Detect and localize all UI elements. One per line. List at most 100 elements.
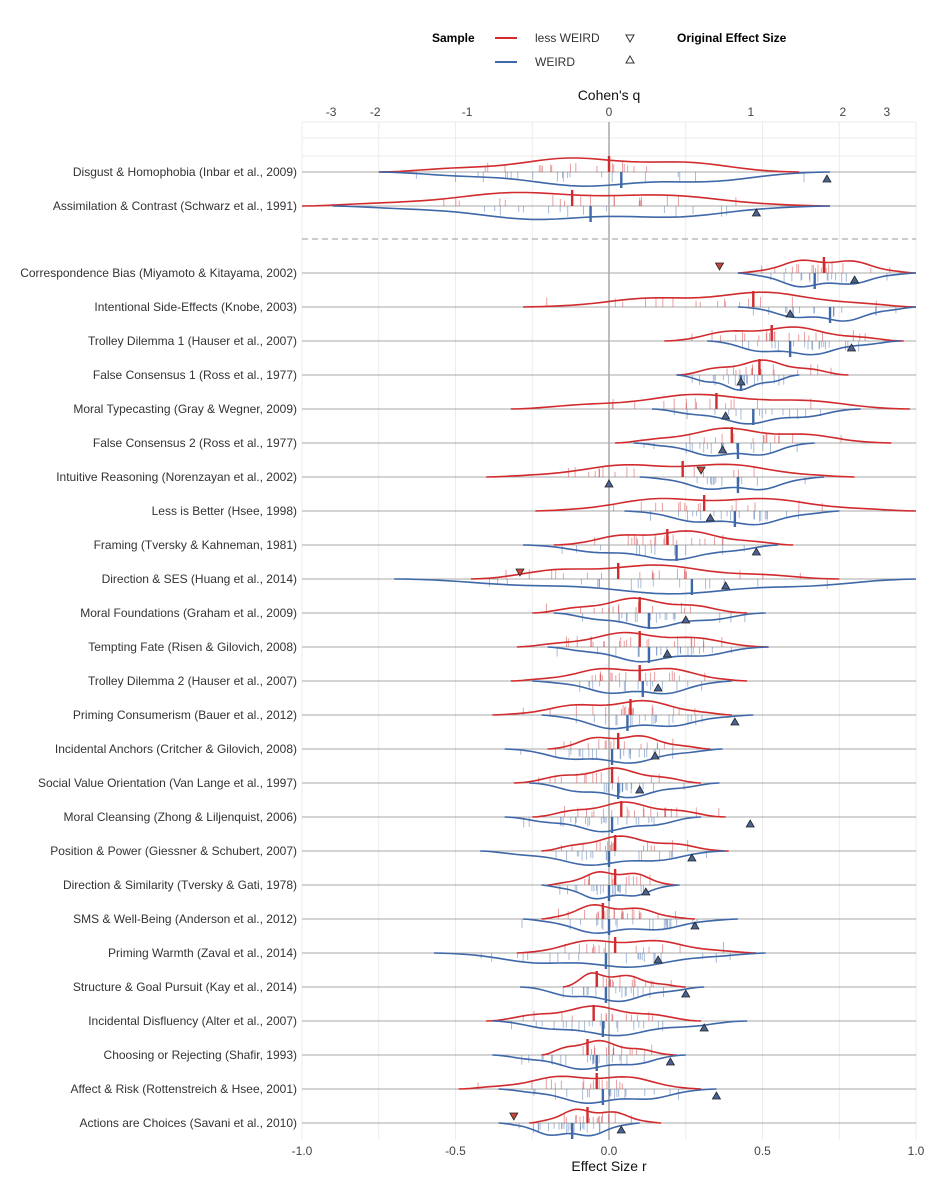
- weird-outline: [332, 205, 831, 221]
- row-label: Actions are Choices (Savani et al., 2010…: [80, 1116, 297, 1130]
- original-effect-up-marker: [699, 1023, 709, 1032]
- violin-row: Priming Warmth (Zaval et al., 2014): [108, 937, 916, 969]
- weird-outline: [541, 714, 754, 730]
- original-effect-up-marker: [849, 275, 860, 284]
- weird-outline: [492, 1054, 686, 1070]
- original-effect-up-marker: [604, 479, 614, 488]
- less-weird-outline: [486, 463, 855, 478]
- row-label: False Consensus 1 (Ross et al., 1977): [93, 368, 297, 382]
- row-label: Framing (Tversky & Kahneman, 1981): [94, 538, 297, 552]
- less-weird-outline: [676, 359, 849, 376]
- original-effect-up-marker: [665, 1057, 676, 1066]
- violin-row: Intuitive Reasoning (Norenzayan et al., …: [56, 461, 916, 493]
- weird-outline: [492, 1020, 748, 1037]
- row-label: Social Value Orientation (Van Lange et a…: [38, 776, 297, 790]
- weird-outline: [737, 306, 917, 322]
- violin-row: Assimilation & Contrast (Schwarz et al.,…: [53, 190, 916, 222]
- original-effect-up-marker: [785, 309, 795, 318]
- violin-row: Incidental Anchors (Critcher & Gilovich,…: [55, 733, 916, 765]
- top-tick-label: 3: [884, 105, 891, 119]
- original-effect-up-marker: [653, 683, 663, 692]
- legend-effect-title: Original Effect Size: [677, 31, 787, 45]
- original-effect-up-marker: [720, 581, 731, 590]
- original-effect-up-marker: [711, 1091, 722, 1100]
- weird-outline: [433, 952, 766, 969]
- violin-row: Intentional Side-Effects (Knobe, 2003): [94, 291, 917, 323]
- original-effect-up-marker: [751, 547, 762, 556]
- violin-row: Correspondence Bias (Miyamoto & Kitayama…: [20, 257, 917, 289]
- row-label: Assimilation & Contrast (Schwarz et al.,…: [53, 199, 297, 213]
- less-weird-outline: [301, 191, 831, 207]
- row-label: Position & Power (Giessner & Schubert, 2…: [50, 844, 297, 858]
- row-label: Less is Better (Hsee, 1998): [152, 504, 297, 518]
- top-tick-label: -3: [326, 105, 337, 119]
- row-label: Incidental Disfluency (Alter et al., 200…: [88, 1014, 297, 1028]
- row-label: Intuitive Reasoning (Norenzayan et al., …: [56, 470, 297, 484]
- original-effect-up-marker: [751, 208, 762, 217]
- original-effect-up-marker: [730, 717, 740, 726]
- weird-outline: [639, 476, 824, 491]
- weird-outline: [504, 816, 702, 833]
- less-weird-outline: [510, 667, 748, 682]
- violin-row: Disgust & Homophobia (Inbar et al., 2009…: [73, 156, 916, 188]
- original-effect-up-marker: [662, 649, 673, 658]
- weird-outline: [498, 1122, 640, 1137]
- weird-outline: [532, 680, 732, 695]
- weird-outline: [633, 442, 815, 457]
- weird-outline: [522, 544, 778, 561]
- weird-outline: [676, 374, 800, 391]
- less-weird-outline: [553, 530, 794, 546]
- weird-outline: [504, 748, 723, 764]
- violin-row: Structure & Goal Pursuit (Kay et al., 20…: [73, 971, 916, 1003]
- less-weird-outline: [541, 835, 729, 852]
- row-label: Direction & SES (Huang et al., 2014): [102, 572, 297, 586]
- row-label: Trolley Dilemma 1 (Hauser et al., 2007): [88, 334, 297, 348]
- less-weird-outline: [541, 1039, 677, 1056]
- original-effect-up-marker: [690, 921, 700, 930]
- row-label: Correspondence Bias (Miyamoto & Kitayama…: [20, 266, 297, 280]
- violin-row: Framing (Tversky & Kahneman, 1981): [94, 529, 916, 561]
- weird-outline: [519, 986, 705, 1003]
- legend-sample-title: Sample: [432, 31, 475, 45]
- less-weird-outline: [547, 870, 677, 886]
- original-effect-up-marker: [635, 785, 645, 794]
- legend-label-less-weird: less WEIRD: [535, 31, 600, 45]
- weird-outline: [541, 884, 680, 900]
- violin-row: Social Value Orientation (Van Lange et a…: [38, 767, 916, 799]
- original-effect-up-marker: [687, 853, 697, 862]
- violin-row: Moral Cleansing (Zhong & Liljenquist, 20…: [64, 801, 916, 833]
- top-tick-label: -1: [462, 105, 473, 119]
- less-weird-outline: [562, 972, 686, 988]
- tick-labels: -1.0 -0.5 0.0 0.5 1.0 -3 -2 -1 0 1 2 3: [292, 105, 925, 1158]
- top-tick-label: 1: [748, 105, 755, 119]
- row-label: Tempting Fate (Risen & Gilovich, 2008): [88, 640, 297, 654]
- original-effect-up-marker: [846, 343, 857, 352]
- original-effect-up-marker: [822, 174, 832, 183]
- row-label: Priming Consumerism (Bauer et al., 2012): [73, 708, 297, 722]
- weird-outline: [394, 578, 917, 595]
- original-effect-up-marker: [641, 887, 651, 896]
- less-weird-outline: [541, 903, 696, 920]
- less-weird-outline: [737, 259, 917, 274]
- violin-row: Direction & SES (Huang et al., 2014): [102, 563, 917, 595]
- weird-outline: [498, 1088, 717, 1104]
- legend-label-weird: WEIRD: [535, 55, 575, 69]
- violin-row: Tempting Fate (Risen & Gilovich, 2008): [88, 631, 916, 663]
- weird-outline: [707, 340, 901, 356]
- original-effect-up-marker: [681, 615, 691, 624]
- less-weird-outline: [513, 767, 702, 784]
- weird-outline: [553, 612, 766, 629]
- row-label: Choosing or Rejecting (Shafir, 1993): [104, 1048, 297, 1062]
- row-label: Moral Foundations (Graham et al., 2009): [80, 606, 297, 620]
- original-effect-down-marker: [696, 466, 706, 475]
- less-weird-outline: [529, 1108, 662, 1124]
- weird-outline: [651, 408, 861, 425]
- less-weird-outline: [532, 801, 726, 818]
- row-label: Incidental Anchors (Critcher & Gilovich,…: [55, 742, 297, 756]
- row-label: Moral Cleansing (Zhong & Liljenquist, 20…: [64, 810, 297, 824]
- violin-row: False Consensus 1 (Ross et al., 1977): [93, 359, 916, 391]
- original-effect-up-marker: [717, 445, 728, 454]
- weird-outline: [522, 918, 738, 935]
- top-tick-label: -2: [370, 105, 381, 119]
